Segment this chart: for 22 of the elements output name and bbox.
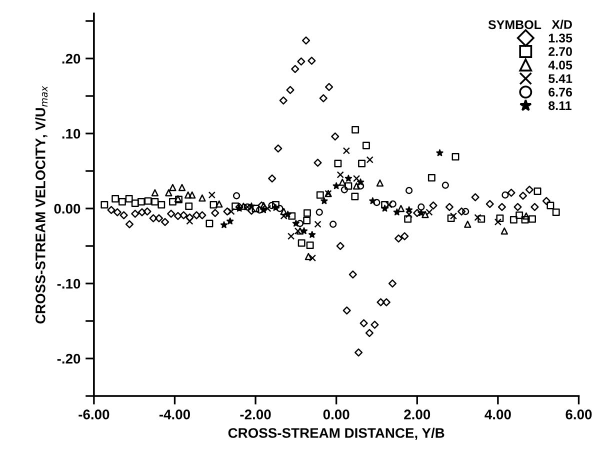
legend-title: X/D bbox=[552, 20, 572, 30]
legend-label: 1.35 bbox=[548, 34, 572, 42]
y-tick-label: .10 bbox=[62, 128, 80, 139]
legend-label: 2.70 bbox=[548, 47, 572, 56]
y-tick-label: 0.00 bbox=[54, 204, 80, 214]
legend-label: 8.11 bbox=[548, 101, 572, 110]
legend-label: 4.05 bbox=[548, 60, 572, 70]
annotation: SYMBOL bbox=[488, 20, 542, 30]
x-tick-label: -6.00 bbox=[78, 410, 110, 420]
y-tick-label: .20 bbox=[62, 54, 80, 64]
x-tick-label: -4.00 bbox=[159, 410, 190, 420]
x-tick-label: 4.00 bbox=[484, 410, 511, 420]
x-tick-label: 2.00 bbox=[404, 410, 430, 420]
legend-label: 6.76 bbox=[548, 88, 572, 97]
x-tick-label: 6.00 bbox=[566, 410, 592, 420]
x-tick-label: -2.00 bbox=[240, 410, 271, 420]
x-axis-title: CROSS-STREAM DISTANCE, Y/B bbox=[228, 428, 444, 440]
y-tick-label: -.10 bbox=[57, 278, 80, 289]
y-axis-title: CROSS-STREAM VELOCITY, V/U$_{max}$ bbox=[35, 86, 48, 324]
legend-label: 5.41 bbox=[548, 74, 572, 84]
y-tick-label: -.20 bbox=[57, 354, 80, 364]
x-tick-label: 0.00 bbox=[323, 410, 350, 420]
